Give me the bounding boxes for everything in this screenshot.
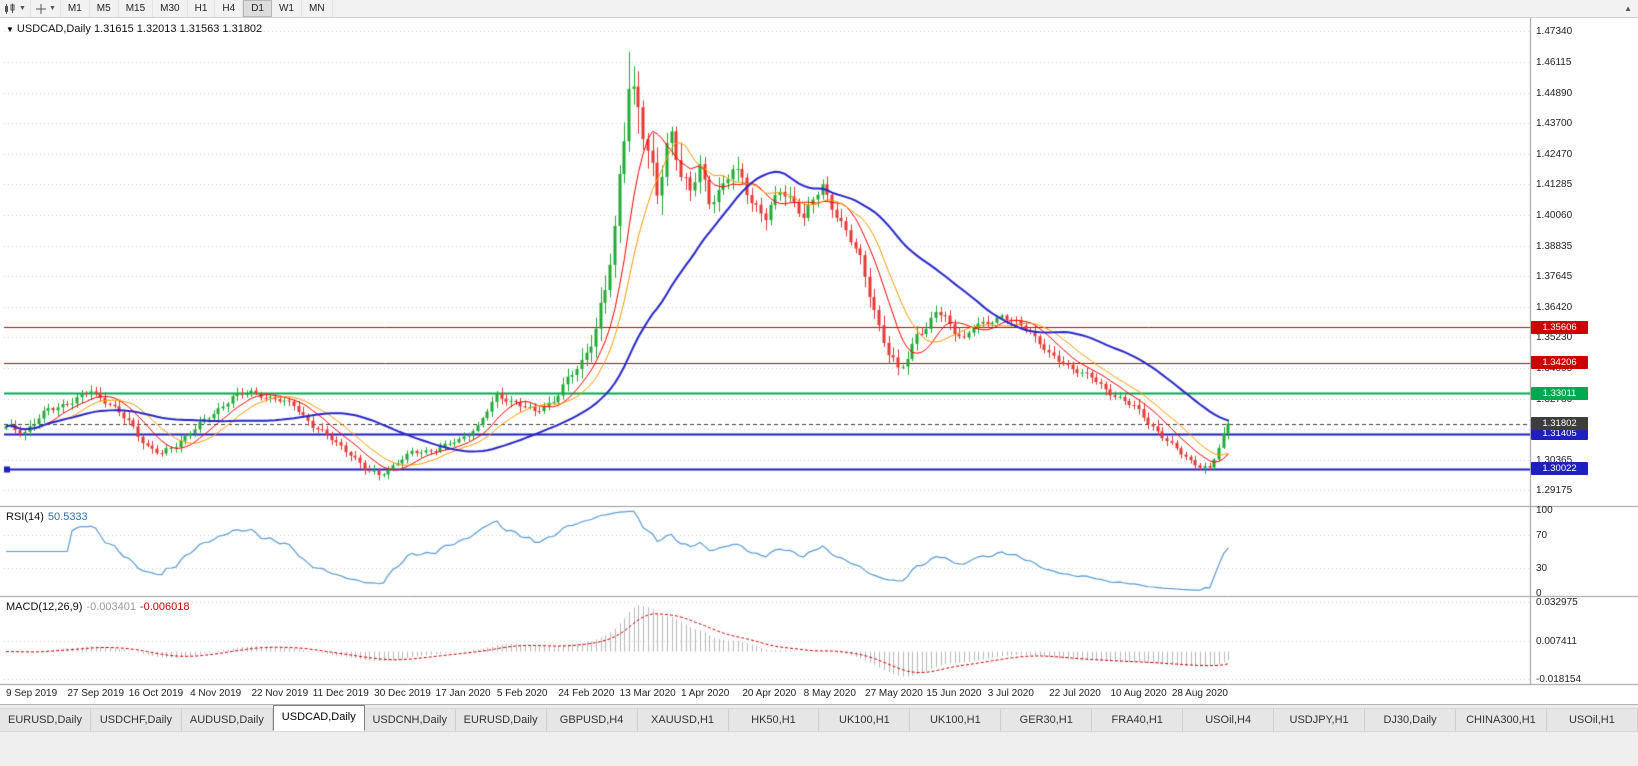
chart-tab-usdcnh-daily[interactable]: USDCNH,Daily <box>364 708 456 731</box>
date-axis-label: 4 Nov 2019 <box>190 688 242 699</box>
tf-button-m15[interactable]: M15 <box>119 0 154 17</box>
price-level-tag[interactable]: 1.30022 <box>1531 462 1588 476</box>
chart-type-icon[interactable]: ▼ <box>0 0 31 17</box>
rsi-axis-label: 0 <box>1536 588 1542 599</box>
price-level-tag[interactable]: 1.35606 <box>1531 320 1588 334</box>
rsi-axis-label: 30 <box>1536 563 1548 575</box>
toolbar-collapse-icon[interactable]: ▲ <box>1624 4 1632 13</box>
date-axis-label: 1 Apr 2020 <box>680 688 730 699</box>
price-axis-label: 1.44890 <box>1536 87 1573 99</box>
price-axis-label: 1.37645 <box>1536 270 1573 282</box>
macd-axis-label: 0.007411 <box>1536 635 1577 647</box>
rsi-value: 50.5333 <box>47 511 88 523</box>
date-axis-label: 13 Mar 2020 <box>619 688 676 699</box>
price-axis-label: 1.43700 <box>1536 117 1573 129</box>
chart-tab-gbpusd-h4[interactable]: GBPUSD,H4 <box>546 708 638 731</box>
date-axis-label: 27 Sep 2019 <box>67 688 125 699</box>
date-axis-label: 22 Jul 2020 <box>1049 688 1101 699</box>
date-axis-label: 5 Feb 2020 <box>496 688 548 699</box>
price-level-tag[interactable]: 1.34206 <box>1531 356 1588 370</box>
date-axis-label: 20 Apr 2020 <box>742 688 797 699</box>
price-axis-label: 1.36420 <box>1536 301 1573 313</box>
tf-button-h1[interactable]: H1 <box>188 0 216 17</box>
chart-tab-dj30-daily[interactable]: DJ30,Daily <box>1365 708 1456 731</box>
date-axis-label: 10 Aug 2020 <box>1110 688 1167 699</box>
chart-tab-hk50-h1[interactable]: HK50,H1 <box>728 708 820 731</box>
macd-name: MACD(12,26,9) <box>6 601 83 613</box>
top-toolbar: ▼ ▼ M1 M5 M15 M30 H1 H4 D1 W1 MN ▲ <box>0 0 1638 18</box>
tf-button-mn[interactable]: MN <box>302 0 333 17</box>
price-axis-label: 1.30365 <box>1536 454 1573 466</box>
macd-axis-label: -0.018154 <box>1536 673 1582 685</box>
date-axis-label: 24 Feb 2020 <box>558 688 615 699</box>
chart-window: ▼ USDCAD,Daily 1.31615 1.32013 1.31563 1.… <box>0 18 1638 704</box>
tf-button-d1[interactable]: D1 <box>243 0 272 17</box>
date-axis-label: 11 Dec 2019 <box>312 688 369 699</box>
price-axis-label: 1.40060 <box>1536 209 1573 221</box>
chart-tab-fra40-h1[interactable]: FRA40,H1 <box>1092 708 1184 731</box>
price-axis-label: 1.46115 <box>1536 56 1572 68</box>
candlestick-glyph <box>5 3 15 14</box>
macd-axis-label: 0.032975 <box>1536 597 1578 609</box>
chart-tab-usoil-h1[interactable]: USOil,H1 <box>1546 708 1638 731</box>
chart-tab-usoil-h4[interactable]: USOil,H4 <box>1183 708 1275 731</box>
chart-tab-china300-h1[interactable]: CHINA300,H1 <box>1456 708 1547 731</box>
date-axis-label: 8 May 2020 <box>803 688 856 699</box>
date-axis-label: 22 Nov 2019 <box>251 688 309 699</box>
rsi-label: RSI(14) 50.5333 <box>6 511 88 523</box>
date-axis-label: 27 May 2020 <box>865 688 923 699</box>
tf-button-h4[interactable]: H4 <box>215 0 244 17</box>
rsi-axis-label: 70 <box>1536 529 1548 541</box>
date-axis-label: 28 Aug 2020 <box>1171 688 1228 699</box>
toolbar-spacer <box>333 0 1619 17</box>
crosshair-glyph <box>35 3 46 14</box>
tf-button-m5[interactable]: M5 <box>90 0 119 17</box>
tf-button-m1[interactable]: M1 <box>61 0 90 17</box>
chart-tab-eurusd-daily[interactable]: EURUSD,Daily <box>0 708 91 731</box>
date-axis-label: 3 Jul 2020 <box>987 688 1034 699</box>
chevron-down-icon: ▼ <box>19 5 26 12</box>
crosshair-icon[interactable]: ▼ <box>31 0 61 17</box>
chevron-down-icon: ▼ <box>48 5 56 12</box>
date-axis-label: 17 Jan 2020 <box>435 688 491 699</box>
chart-title: ▼ USDCAD,Daily 1.31615 1.32013 1.31563 1.… <box>6 23 262 35</box>
chart-tab-usdchf-daily[interactable]: USDCHF,Daily <box>90 708 182 731</box>
date-axis-label: 16 Oct 2019 <box>128 688 184 699</box>
chart-symbol: USDCAD,Daily <box>16 23 91 35</box>
price-chart-canvas[interactable] <box>0 18 1638 704</box>
price-axis-label: 1.38835 <box>1536 240 1573 252</box>
date-axis-label: 15 Jun 2020 <box>926 688 982 699</box>
timeframe-buttons: M1 M5 M15 M30 H1 H4 D1 W1 MN <box>61 0 333 17</box>
current-price-tag: 1.31802 <box>1531 417 1588 431</box>
macd-main-value: -0.003401 <box>86 601 136 613</box>
macd-label: MACD(12,26,9) -0.003401 -0.006018 <box>6 601 190 613</box>
date-axis-label: 30 Dec 2019 <box>374 688 431 699</box>
price-axis-label: 1.29175 <box>1536 484 1573 496</box>
chart-tabs: EURUSD,Daily USDCHF,Daily AUDUSD,Daily USDC… <box>0 704 1638 731</box>
tf-button-w1[interactable]: W1 <box>272 0 302 17</box>
rsi-name: RSI(14) <box>6 511 44 523</box>
chart-ohlc-values: 1.31615 1.32013 1.31563 1.31802 <box>93 23 263 35</box>
tf-button-m30[interactable]: M30 <box>153 0 188 17</box>
rsi-axis-label: 100 <box>1536 505 1553 516</box>
chart-tab-ger30-h1[interactable]: GER30,H1 <box>1001 708 1093 731</box>
chart-tab-uk100-h1[interactable]: UK100,H1 <box>910 708 1002 731</box>
status-bar <box>0 731 1638 766</box>
macd-signal-value: -0.006018 <box>139 601 190 613</box>
chart-tab-usdcad-daily[interactable]: USDCAD,Daily <box>272 705 365 731</box>
chart-dropdown-icon[interactable]: ▼ <box>6 25 14 34</box>
chart-tab-eurusd-daily[interactable]: EURUSD,Daily <box>455 708 547 731</box>
price-axis-label: 1.42470 <box>1536 149 1573 161</box>
chart-tab-usdjpy-h1[interactable]: USDJPY,H1 <box>1274 708 1366 731</box>
chart-tab-xauusd-h1[interactable]: XAUUSD,H1 <box>637 708 729 731</box>
price-level-tag[interactable]: 1.33011 <box>1531 386 1588 400</box>
price-level-tag[interactable]: 1.31405 <box>1531 427 1588 441</box>
price-axis-label: 1.35230 <box>1536 331 1573 343</box>
chart-tab-audusd-daily[interactable]: AUDUSD,Daily <box>181 708 273 731</box>
chart-tab-uk100-h1[interactable]: UK100,H1 <box>819 708 911 731</box>
price-axis-label: 1.47340 <box>1536 25 1573 37</box>
date-axis-label: 9 Sep 2019 <box>6 688 58 699</box>
price-axis-label: 1.41285 <box>1536 178 1573 190</box>
